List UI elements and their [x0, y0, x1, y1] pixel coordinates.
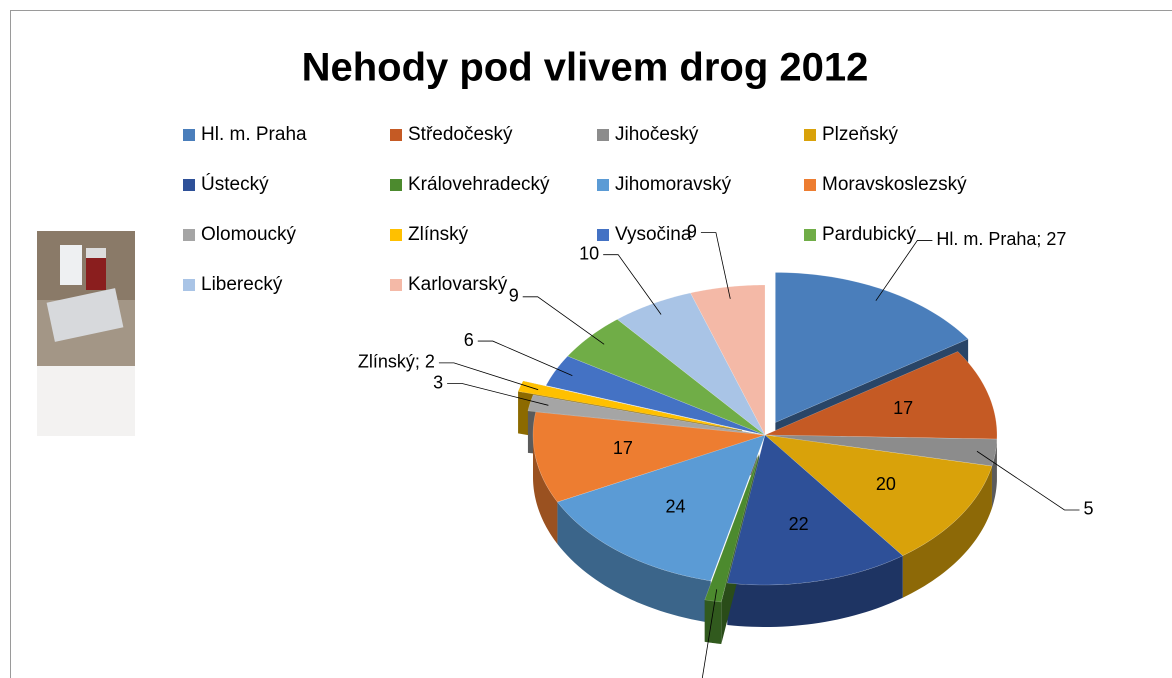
slice	[764, 434, 993, 557]
legend-swatch	[804, 129, 816, 141]
data-label: 20	[876, 474, 896, 494]
legend-label: Zlínský	[408, 224, 469, 245]
legend-swatch	[597, 129, 609, 141]
legend-swatch	[390, 129, 402, 141]
data-label: 3	[433, 372, 443, 392]
legend-swatch	[390, 179, 402, 191]
slice	[527, 394, 758, 435]
legend-swatch	[804, 179, 816, 191]
data-label: Zlínský; 2	[358, 352, 435, 372]
slice	[545, 355, 766, 436]
leader-line	[438, 362, 539, 391]
legend-swatch	[183, 279, 195, 291]
leader-line	[447, 383, 549, 406]
leader-line	[701, 589, 718, 678]
data-label: 9	[509, 286, 519, 306]
legend-label: Liberecký	[201, 274, 283, 295]
data-label: 17	[613, 438, 633, 458]
leader-line	[700, 232, 731, 299]
legend-swatch	[183, 229, 195, 241]
leader-line	[603, 254, 662, 315]
legend-label: Vysočina	[615, 224, 692, 245]
legend-label: Hl. m. Praha	[201, 124, 307, 145]
legend-swatch	[390, 229, 402, 241]
leader-line	[477, 340, 573, 376]
legend-label: Plzeňský	[822, 124, 899, 145]
leader-line	[875, 240, 933, 301]
leader-line	[976, 450, 1080, 511]
legend-label: Olomoucký	[201, 224, 297, 245]
slice-side	[704, 599, 722, 645]
legend-label: Pardubický	[822, 224, 916, 245]
slice-side	[991, 439, 997, 509]
slice	[775, 272, 969, 423]
slice	[517, 380, 743, 431]
legend-swatch	[183, 179, 195, 191]
legend-label: Jihomoravský	[615, 174, 732, 195]
slice	[616, 292, 766, 436]
legend-swatch	[804, 229, 816, 241]
legend-swatch	[597, 179, 609, 191]
slice-side	[557, 502, 711, 623]
legend-swatch	[597, 229, 609, 241]
leader-line	[522, 296, 605, 345]
slice	[764, 351, 998, 440]
legend-swatch	[183, 129, 195, 141]
photo	[37, 231, 135, 436]
data-label: 22	[789, 514, 809, 534]
legend-label: Moravskoslezský	[822, 174, 967, 195]
labels: Hl. m. Praha; 271752022Královehradecký; …	[358, 221, 1094, 678]
slice	[704, 453, 760, 603]
slice-tops	[517, 272, 998, 603]
slice	[557, 434, 766, 582]
slice	[726, 434, 904, 586]
slice-side	[727, 555, 903, 627]
data-label: 17	[893, 398, 913, 418]
data-label: 10	[579, 243, 599, 263]
legend-label: Karlovarský	[408, 274, 508, 295]
slice	[690, 284, 766, 436]
legend-label: Jihočeský	[615, 124, 699, 145]
chart-title: Nehody pod vlivem drog 2012	[302, 46, 869, 90]
legend-swatch	[390, 279, 402, 291]
slice	[567, 319, 766, 436]
legend-label: Královehradecký	[408, 174, 550, 195]
data-label: 24	[665, 497, 685, 517]
slice-side	[902, 466, 992, 598]
data-label: 5	[1084, 499, 1094, 519]
slice	[532, 411, 766, 503]
data-label: Hl. m. Praha; 27	[936, 229, 1066, 249]
slice-side	[533, 435, 558, 545]
legend-label: Středočeský	[408, 124, 513, 145]
data-label: 6	[464, 330, 474, 350]
data-label: 9	[687, 221, 697, 241]
legend-label: Ústecký	[201, 173, 269, 195]
